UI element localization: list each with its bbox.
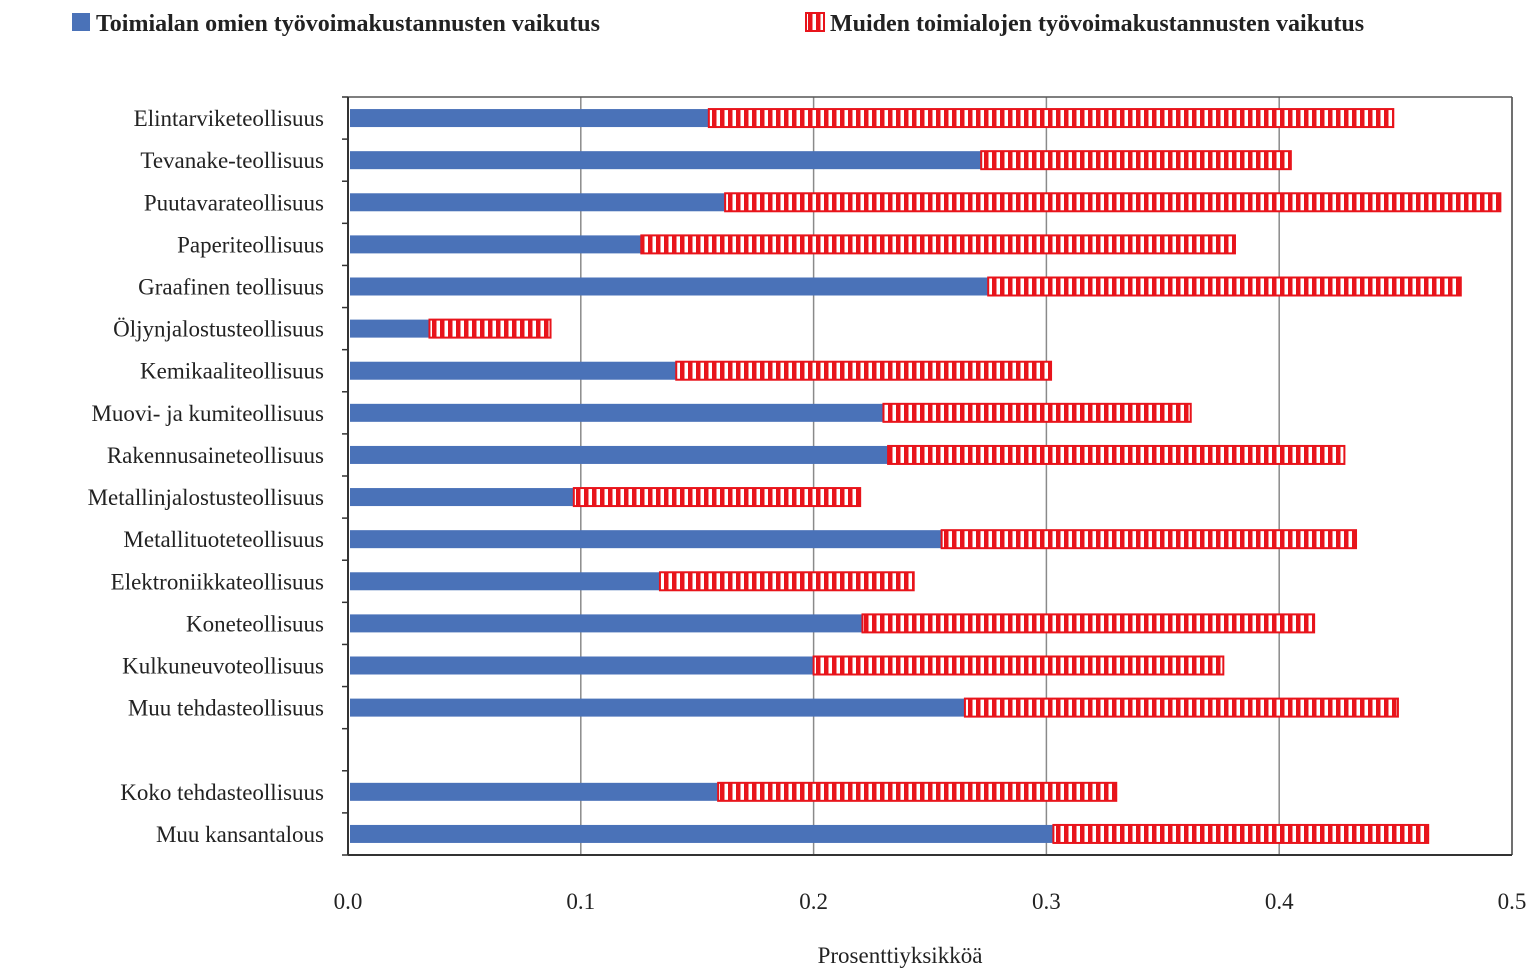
x-tick-labels: 0.0 0.1 0.2 0.3 0.4 0.5 — [334, 889, 1527, 914]
x-tick-label-1: 0.1 — [566, 889, 595, 914]
legend: Toimialan omien työvoimakustannusten vai… — [72, 11, 1364, 37]
legend-label-series-1: Toimialan omien työvoimakustannusten vai… — [96, 11, 600, 37]
bar-other-2 — [724, 192, 1502, 213]
bar-own-8 — [350, 445, 889, 464]
bar-own-10 — [350, 530, 942, 549]
category-label-12: Koneteollisuus — [186, 611, 324, 636]
category-label-2: Puutavarateollisuus — [144, 190, 324, 215]
bar-own-0 — [350, 109, 709, 128]
bar-other-13 — [812, 655, 1225, 676]
bar-other-1 — [980, 150, 1292, 171]
legend-swatch-series-2 — [805, 12, 825, 32]
bar-own-7 — [350, 403, 884, 422]
bar-own-11 — [350, 572, 660, 591]
bar-other-0 — [707, 108, 1395, 129]
x-tick-label-4: 0.4 — [1265, 889, 1294, 914]
bar-other-17 — [1052, 823, 1430, 844]
bar-own-1 — [350, 151, 982, 170]
category-label-1: Tevanake-teollisuus — [140, 148, 324, 173]
category-label-10: Metallituoteteollisuus — [123, 527, 324, 552]
category-label-14: Muu tehdasteollisuus — [128, 696, 324, 721]
bar-other-10 — [940, 529, 1358, 550]
bars — [350, 108, 1502, 844]
x-tick-label-5: 0.5 — [1498, 889, 1527, 914]
x-tick-label-3: 0.3 — [1032, 889, 1061, 914]
bar-own-17 — [350, 824, 1054, 843]
x-tick-label-2: 0.2 — [799, 889, 828, 914]
bar-other-14 — [963, 697, 1399, 718]
category-label-5: Öljynjalostusteollisuus — [113, 317, 324, 342]
legend-label-series-2: Muiden toimialojen työvoimakustannusten … — [830, 11, 1364, 37]
bar-other-6 — [675, 360, 1053, 381]
category-label-6: Kemikaaliteollisuus — [140, 359, 324, 384]
legend-swatch-series-1 — [72, 13, 90, 31]
bar-other-11 — [658, 571, 915, 592]
x-tick-label-0: 0.0 — [334, 889, 363, 914]
bar-own-9 — [350, 488, 574, 507]
bar-other-16 — [717, 781, 1118, 802]
bar-own-2 — [350, 193, 726, 212]
category-label-0: Elintarviketeollisuus — [134, 106, 324, 131]
category-labels: Elintarviketeollisuus Tevanake-teollisuus… — [88, 106, 324, 847]
bar-other-4 — [987, 276, 1462, 297]
category-label-17: Muu kansantalous — [156, 822, 324, 847]
category-label-4: Graafinen teollisuus — [138, 275, 324, 300]
category-label-13: Kulkuneuvoteollisuus — [122, 654, 324, 679]
axes — [342, 96, 1513, 856]
bar-other-3 — [640, 234, 1236, 255]
bar-other-8 — [887, 444, 1346, 465]
bar-own-13 — [350, 656, 814, 675]
category-label-9: Metallinjalostusteollisuus — [88, 485, 324, 510]
bar-own-12 — [350, 614, 863, 633]
category-label-3: Paperiteollisuus — [177, 232, 324, 257]
bar-other-12 — [861, 613, 1316, 634]
x-axis-title: Prosenttiyksikköä — [818, 943, 983, 968]
category-label-11: Elektroniikkateollisuus — [111, 569, 324, 594]
bar-other-7 — [882, 402, 1192, 423]
bar-own-16 — [350, 782, 719, 801]
bar-own-14 — [350, 698, 965, 717]
bar-other-5 — [428, 318, 552, 339]
category-label-7: Muovi- ja kumiteollisuus — [91, 401, 324, 426]
bar-own-5 — [350, 319, 430, 338]
bar-other-9 — [572, 487, 862, 508]
bar-own-6 — [350, 361, 677, 380]
category-label-16: Koko tehdasteollisuus — [120, 780, 324, 805]
bar-own-4 — [350, 277, 989, 296]
bar-own-3 — [350, 235, 642, 254]
category-label-8: Rakennusaineteollisuus — [107, 443, 324, 468]
